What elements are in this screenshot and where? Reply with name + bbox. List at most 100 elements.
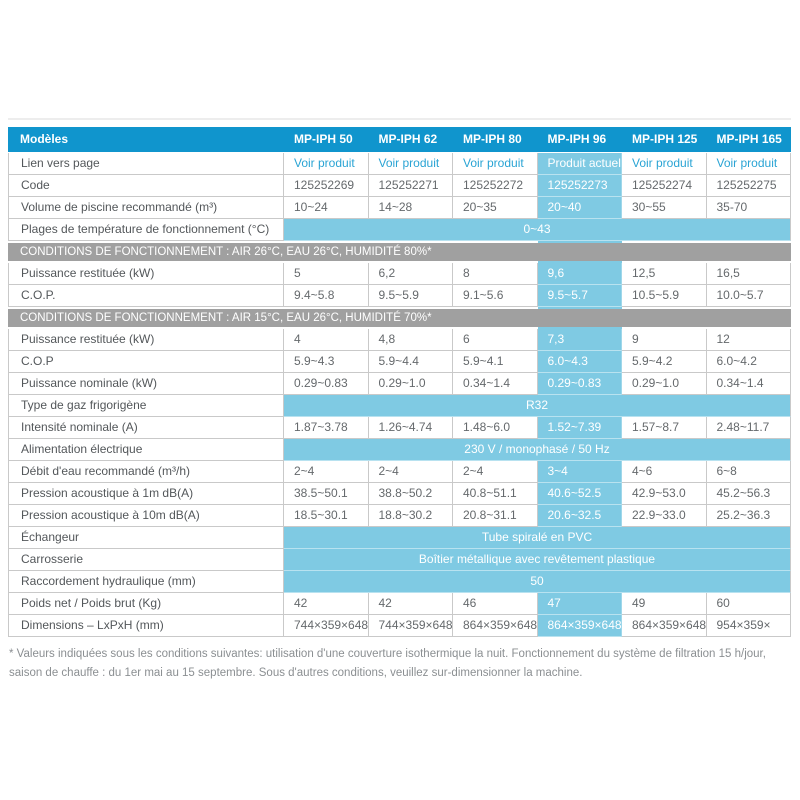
spec-value-cell: 18.5~30.1 <box>284 505 369 527</box>
spec-value-cell: 10.5~5.9 <box>622 285 707 307</box>
spec-value-cell: 40.6~52.5 <box>537 483 622 505</box>
spec-value-cell: 42.9~53.0 <box>622 483 707 505</box>
row-label: Volume de piscine recommandé (m³) <box>8 197 284 219</box>
row-label: Puissance restituée (kW) <box>8 263 284 285</box>
table-header-row: Modèles MP-IPH 50 MP-IPH 62 MP-IPH 80 MP-IPH… <box>8 127 791 153</box>
column-header-models: Modèles <box>8 127 284 153</box>
spec-value-cell: 864×359×648 <box>537 615 622 637</box>
table-row: C.O.P. 9.4~5.8 9.5~5.9 9.1~5.6 9.5~5.7 10.5~5… <box>8 285 791 307</box>
spec-value-cell: 45.2~56.3 <box>706 483 791 505</box>
spec-value-cell: 60 <box>706 593 791 615</box>
spec-value-cell: 744×359×648 <box>284 615 369 637</box>
spec-value-cell: 1.87~3.78 <box>284 417 369 439</box>
table-row: Puissance restituée (kW) 4 4,8 6 7,3 9 12 <box>8 329 791 351</box>
table-row: Poids net / Poids brut (Kg) 42 42 46 47 49 60 <box>8 593 791 615</box>
section-row: CONDITIONS DE FONCTIONNEMENT : AIR 26°C,… <box>8 241 791 263</box>
spec-value-cell: 10.0~5.7 <box>706 285 791 307</box>
column-header-model: MP-IPH 80 <box>453 127 538 153</box>
footnote: * Valeurs indiquées sous les conditions … <box>9 648 766 679</box>
spec-value-cell: 35-70 <box>706 197 791 219</box>
row-label: Pression acoustique à 10m dB(A) <box>8 505 284 527</box>
spec-value-cell: 10~24 <box>284 197 369 219</box>
merged-value-cell: 230 V / monophasé / 50 Hz <box>284 439 791 461</box>
link-voir-produit[interactable]: Voir produit <box>453 153 538 175</box>
row-label: Lien vers page <box>8 153 284 175</box>
spec-value-cell: 9 <box>622 329 707 351</box>
spec-value-cell: 0.29~1.0 <box>622 373 707 395</box>
section-header: CONDITIONS DE FONCTIONNEMENT : AIR 15°C,… <box>8 309 791 327</box>
link-voir-produit[interactable]: Voir produit <box>622 153 707 175</box>
spec-value-cell: 42 <box>368 593 453 615</box>
column-header-model: MP-IPH 125 <box>622 127 707 153</box>
table-row: Dimensions – LxPxH (mm) 744×359×648 744×35… <box>8 615 791 637</box>
row-label: Échangeur <box>8 527 284 549</box>
spec-value-cell: 9.5~5.9 <box>368 285 453 307</box>
spec-value-cell: 125252273 <box>537 175 622 197</box>
table-row: Pression acoustique à 1m dB(A) 38.5~50.1 3… <box>8 483 791 505</box>
table-row: Puissance restituée (kW) 5 6,2 8 9,6 12,5 16,5 <box>8 263 791 285</box>
spec-value-cell: 9.1~5.6 <box>453 285 538 307</box>
spec-value-cell: 20.8~31.1 <box>453 505 538 527</box>
spec-value-cell: 9.4~5.8 <box>284 285 369 307</box>
spec-value-cell: 9.5~5.7 <box>537 285 622 307</box>
column-header-model: MP-IPH 96 <box>537 127 622 153</box>
spec-value-cell: 16,5 <box>706 263 791 285</box>
spec-value-cell: 42 <box>284 593 369 615</box>
spec-value-cell: 125252275 <box>706 175 791 197</box>
spec-value-cell: 1.26~4.74 <box>368 417 453 439</box>
spec-value-cell: 12 <box>706 329 791 351</box>
spec-value-cell: 7,3 <box>537 329 622 351</box>
spec-value-cell: 1.57~8.7 <box>622 417 707 439</box>
row-label: Intensité nominale (A) <box>8 417 284 439</box>
spec-value-cell: 9,6 <box>537 263 622 285</box>
spec-value-cell: 5.9~4.3 <box>284 351 369 373</box>
top-divider <box>8 118 791 120</box>
spec-value-cell: 20~40 <box>537 197 622 219</box>
link-voir-produit[interactable]: Voir produit <box>284 153 369 175</box>
table-row: Lien vers page Voir produit Voir produit Vo… <box>8 153 791 175</box>
spec-value-cell: 4~6 <box>622 461 707 483</box>
spec-value-cell: 954×359× <box>706 615 791 637</box>
row-label: Alimentation électrique <box>8 439 284 461</box>
section-header: CONDITIONS DE FONCTIONNEMENT : AIR 26°C,… <box>8 243 791 261</box>
section-row: CONDITIONS DE FONCTIONNEMENT : AIR 15°C,… <box>8 307 791 329</box>
row-label: Pression acoustique à 1m dB(A) <box>8 483 284 505</box>
spec-value-cell: 744×359×648 <box>368 615 453 637</box>
spec-value-cell: 47 <box>537 593 622 615</box>
spec-value-cell: 0.34~1.4 <box>453 373 538 395</box>
row-label: Dimensions – LxPxH (mm) <box>8 615 284 637</box>
spec-value-cell: 20~35 <box>453 197 538 219</box>
spec-value-cell: 0.34~1.4 <box>706 373 791 395</box>
spec-value-cell: 125252271 <box>368 175 453 197</box>
spec-value-cell: 12,5 <box>622 263 707 285</box>
merged-value-cell: 0~43 <box>284 219 791 241</box>
spec-value-cell: 864×359×648 <box>622 615 707 637</box>
table-row: Puissance nominale (kW) 0.29~0.83 0.29~1.0… <box>8 373 791 395</box>
row-label: Puissance restituée (kW) <box>8 329 284 351</box>
merged-value-cell: Boîtier métallique avec revêtement plast… <box>284 549 791 571</box>
table-row: Pression acoustique à 10m dB(A) 18.5~30.1… <box>8 505 791 527</box>
row-label: Type de gaz frigorigène <box>8 395 284 417</box>
spec-value-cell: 6 <box>453 329 538 351</box>
spec-value-cell: 6.0~4.2 <box>706 351 791 373</box>
link-voir-produit[interactable]: Voir produit <box>706 153 791 175</box>
column-header-model: MP-IPH 165 <box>706 127 791 153</box>
spec-value-cell: 18.8~30.2 <box>368 505 453 527</box>
row-label: Débit d'eau recommandé (m³/h) <box>8 461 284 483</box>
spec-value-cell: 30~55 <box>622 197 707 219</box>
spec-value-cell: 5.9~4.1 <box>453 351 538 373</box>
table-row: Raccordement hydraulique (mm) 50 <box>8 571 791 593</box>
current-product-badge: Produit actuel <box>537 153 622 175</box>
spec-value-cell: 8 <box>453 263 538 285</box>
link-voir-produit[interactable]: Voir produit <box>368 153 453 175</box>
spec-value-cell: 46 <box>453 593 538 615</box>
spec-value-cell: 38.8~50.2 <box>368 483 453 505</box>
spec-value-cell: 4 <box>284 329 369 351</box>
row-label: Raccordement hydraulique (mm) <box>8 571 284 593</box>
row-label: Puissance nominale (kW) <box>8 373 284 395</box>
spec-value-cell: 6,2 <box>368 263 453 285</box>
spec-value-cell: 2.48~11.7 <box>706 417 791 439</box>
row-label: Poids net / Poids brut (Kg) <box>8 593 284 615</box>
table-row: Type de gaz frigorigène R32 <box>8 395 791 417</box>
merged-value-cell: 50 <box>284 571 791 593</box>
